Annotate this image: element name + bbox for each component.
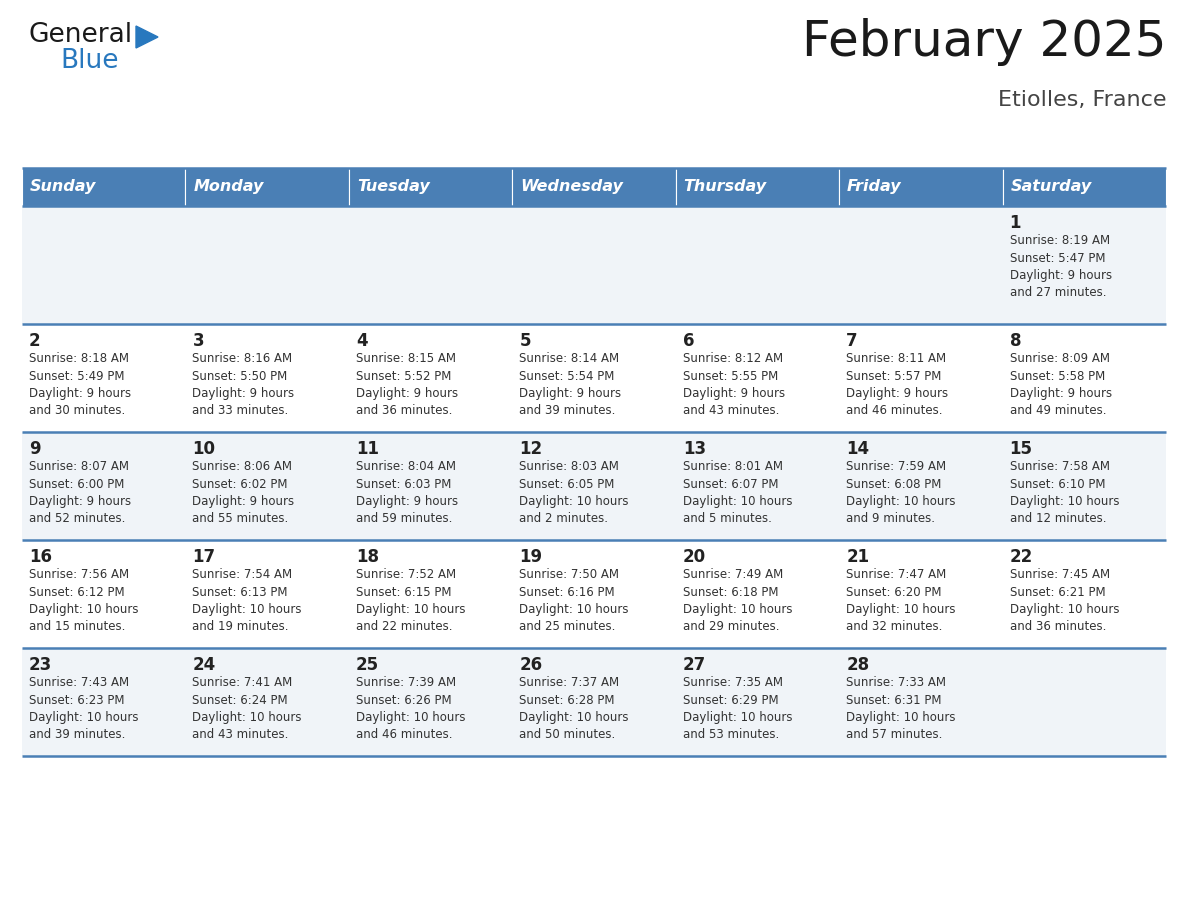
- Text: Sunrise: 8:01 AM
Sunset: 6:07 PM
Daylight: 10 hours
and 5 minutes.: Sunrise: 8:01 AM Sunset: 6:07 PM Dayligh…: [683, 460, 792, 525]
- Text: 6: 6: [683, 332, 694, 350]
- Text: Blue: Blue: [61, 48, 119, 74]
- Text: 23: 23: [29, 656, 52, 674]
- Text: Sunrise: 7:35 AM
Sunset: 6:29 PM
Daylight: 10 hours
and 53 minutes.: Sunrise: 7:35 AM Sunset: 6:29 PM Dayligh…: [683, 676, 792, 742]
- Text: 25: 25: [356, 656, 379, 674]
- Text: 11: 11: [356, 440, 379, 458]
- Text: Sunrise: 7:39 AM
Sunset: 6:26 PM
Daylight: 10 hours
and 46 minutes.: Sunrise: 7:39 AM Sunset: 6:26 PM Dayligh…: [356, 676, 466, 742]
- Text: 28: 28: [846, 656, 870, 674]
- Text: Monday: Monday: [194, 180, 264, 195]
- Text: 27: 27: [683, 656, 706, 674]
- Text: Sunrise: 7:43 AM
Sunset: 6:23 PM
Daylight: 10 hours
and 39 minutes.: Sunrise: 7:43 AM Sunset: 6:23 PM Dayligh…: [29, 676, 139, 742]
- Text: Sunrise: 8:07 AM
Sunset: 6:00 PM
Daylight: 9 hours
and 52 minutes.: Sunrise: 8:07 AM Sunset: 6:00 PM Dayligh…: [29, 460, 131, 525]
- Text: Sunrise: 7:59 AM
Sunset: 6:08 PM
Daylight: 10 hours
and 9 minutes.: Sunrise: 7:59 AM Sunset: 6:08 PM Dayligh…: [846, 460, 955, 525]
- Bar: [839, 168, 1003, 206]
- Bar: [23, 540, 1165, 648]
- Text: Sunrise: 8:12 AM
Sunset: 5:55 PM
Daylight: 9 hours
and 43 minutes.: Sunrise: 8:12 AM Sunset: 5:55 PM Dayligh…: [683, 352, 785, 418]
- Bar: [1003, 168, 1165, 206]
- Text: Sunrise: 8:14 AM
Sunset: 5:54 PM
Daylight: 9 hours
and 39 minutes.: Sunrise: 8:14 AM Sunset: 5:54 PM Dayligh…: [519, 352, 621, 418]
- Text: 15: 15: [1010, 440, 1032, 458]
- Text: Sunday: Sunday: [30, 180, 96, 195]
- Bar: [676, 168, 839, 206]
- Bar: [185, 168, 349, 206]
- Text: Sunrise: 7:37 AM
Sunset: 6:28 PM
Daylight: 10 hours
and 50 minutes.: Sunrise: 7:37 AM Sunset: 6:28 PM Dayligh…: [519, 676, 628, 742]
- Text: 13: 13: [683, 440, 706, 458]
- Bar: [23, 648, 1165, 756]
- Text: Sunrise: 7:33 AM
Sunset: 6:31 PM
Daylight: 10 hours
and 57 minutes.: Sunrise: 7:33 AM Sunset: 6:31 PM Dayligh…: [846, 676, 955, 742]
- Text: Thursday: Thursday: [684, 180, 766, 195]
- Text: Sunrise: 7:45 AM
Sunset: 6:21 PM
Daylight: 10 hours
and 36 minutes.: Sunrise: 7:45 AM Sunset: 6:21 PM Dayligh…: [1010, 568, 1119, 633]
- Text: Sunrise: 8:18 AM
Sunset: 5:49 PM
Daylight: 9 hours
and 30 minutes.: Sunrise: 8:18 AM Sunset: 5:49 PM Dayligh…: [29, 352, 131, 418]
- Text: 19: 19: [519, 548, 543, 566]
- Bar: [349, 168, 512, 206]
- Text: Sunrise: 8:16 AM
Sunset: 5:50 PM
Daylight: 9 hours
and 33 minutes.: Sunrise: 8:16 AM Sunset: 5:50 PM Dayligh…: [192, 352, 295, 418]
- Text: Sunrise: 8:04 AM
Sunset: 6:03 PM
Daylight: 9 hours
and 59 minutes.: Sunrise: 8:04 AM Sunset: 6:03 PM Dayligh…: [356, 460, 459, 525]
- Text: Sunrise: 7:41 AM
Sunset: 6:24 PM
Daylight: 10 hours
and 43 minutes.: Sunrise: 7:41 AM Sunset: 6:24 PM Dayligh…: [192, 676, 302, 742]
- Text: 4: 4: [356, 332, 367, 350]
- Text: Sunrise: 7:50 AM
Sunset: 6:16 PM
Daylight: 10 hours
and 25 minutes.: Sunrise: 7:50 AM Sunset: 6:16 PM Dayligh…: [519, 568, 628, 633]
- Text: Sunrise: 8:19 AM
Sunset: 5:47 PM
Daylight: 9 hours
and 27 minutes.: Sunrise: 8:19 AM Sunset: 5:47 PM Dayligh…: [1010, 234, 1112, 299]
- Text: 21: 21: [846, 548, 870, 566]
- Bar: [23, 324, 1165, 432]
- Text: Sunrise: 7:56 AM
Sunset: 6:12 PM
Daylight: 10 hours
and 15 minutes.: Sunrise: 7:56 AM Sunset: 6:12 PM Dayligh…: [29, 568, 139, 633]
- Text: 8: 8: [1010, 332, 1020, 350]
- Text: Sunrise: 7:54 AM
Sunset: 6:13 PM
Daylight: 10 hours
and 19 minutes.: Sunrise: 7:54 AM Sunset: 6:13 PM Dayligh…: [192, 568, 302, 633]
- Text: 18: 18: [356, 548, 379, 566]
- Polygon shape: [135, 26, 158, 48]
- Text: Tuesday: Tuesday: [356, 180, 430, 195]
- Text: Wednesday: Wednesday: [520, 180, 624, 195]
- Text: 20: 20: [683, 548, 706, 566]
- Text: 1: 1: [1010, 214, 1020, 232]
- Text: Sunrise: 8:15 AM
Sunset: 5:52 PM
Daylight: 9 hours
and 36 minutes.: Sunrise: 8:15 AM Sunset: 5:52 PM Dayligh…: [356, 352, 459, 418]
- Text: Sunrise: 7:52 AM
Sunset: 6:15 PM
Daylight: 10 hours
and 22 minutes.: Sunrise: 7:52 AM Sunset: 6:15 PM Dayligh…: [356, 568, 466, 633]
- Text: February 2025: February 2025: [802, 18, 1165, 66]
- Text: Sunrise: 8:11 AM
Sunset: 5:57 PM
Daylight: 9 hours
and 46 minutes.: Sunrise: 8:11 AM Sunset: 5:57 PM Dayligh…: [846, 352, 948, 418]
- Text: Sunrise: 8:09 AM
Sunset: 5:58 PM
Daylight: 9 hours
and 49 minutes.: Sunrise: 8:09 AM Sunset: 5:58 PM Dayligh…: [1010, 352, 1112, 418]
- Text: Saturday: Saturday: [1011, 180, 1092, 195]
- Text: 12: 12: [519, 440, 543, 458]
- Text: Etiolles, France: Etiolles, France: [998, 90, 1165, 110]
- Text: Sunrise: 7:58 AM
Sunset: 6:10 PM
Daylight: 10 hours
and 12 minutes.: Sunrise: 7:58 AM Sunset: 6:10 PM Dayligh…: [1010, 460, 1119, 525]
- Text: 17: 17: [192, 548, 215, 566]
- Text: 26: 26: [519, 656, 543, 674]
- Text: 24: 24: [192, 656, 216, 674]
- Bar: [512, 168, 676, 206]
- Text: 7: 7: [846, 332, 858, 350]
- Text: 16: 16: [29, 548, 52, 566]
- Text: Sunrise: 7:49 AM
Sunset: 6:18 PM
Daylight: 10 hours
and 29 minutes.: Sunrise: 7:49 AM Sunset: 6:18 PM Dayligh…: [683, 568, 792, 633]
- Text: 10: 10: [192, 440, 215, 458]
- Bar: [23, 432, 1165, 540]
- Text: 3: 3: [192, 332, 204, 350]
- Text: 9: 9: [29, 440, 40, 458]
- Text: General: General: [29, 22, 132, 48]
- Bar: [23, 168, 185, 206]
- Text: Sunrise: 7:47 AM
Sunset: 6:20 PM
Daylight: 10 hours
and 32 minutes.: Sunrise: 7:47 AM Sunset: 6:20 PM Dayligh…: [846, 568, 955, 633]
- Bar: [23, 206, 1165, 324]
- Text: 2: 2: [29, 332, 40, 350]
- Text: 22: 22: [1010, 548, 1032, 566]
- Text: Friday: Friday: [847, 180, 902, 195]
- Text: Sunrise: 8:06 AM
Sunset: 6:02 PM
Daylight: 9 hours
and 55 minutes.: Sunrise: 8:06 AM Sunset: 6:02 PM Dayligh…: [192, 460, 295, 525]
- Text: Sunrise: 8:03 AM
Sunset: 6:05 PM
Daylight: 10 hours
and 2 minutes.: Sunrise: 8:03 AM Sunset: 6:05 PM Dayligh…: [519, 460, 628, 525]
- Text: 5: 5: [519, 332, 531, 350]
- Text: 14: 14: [846, 440, 870, 458]
